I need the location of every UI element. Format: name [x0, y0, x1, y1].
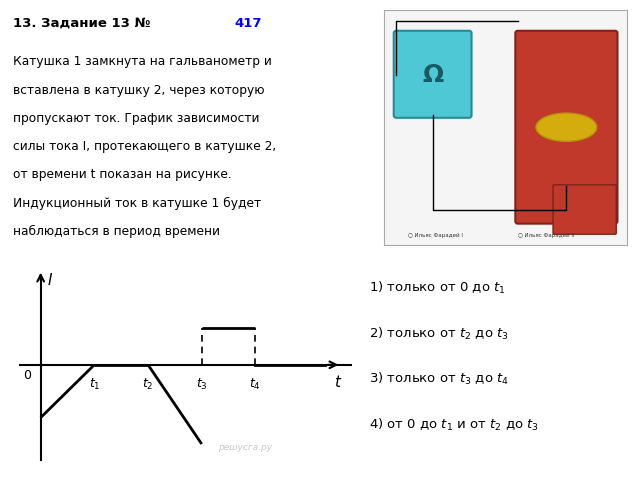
Text: Катушка 1 замкнута на гальванометр и: Катушка 1 замкнута на гальванометр и [13, 55, 271, 68]
Text: $t_4$: $t_4$ [250, 376, 261, 392]
Text: от времени t показан на рисунке.: от времени t показан на рисунке. [13, 168, 232, 181]
Text: 4) от 0 до $t_1$ и от $t_2$ до $t_3$: 4) от 0 до $t_1$ и от $t_2$ до $t_3$ [369, 417, 539, 432]
Text: решусга.ру: решусга.ру [218, 443, 272, 452]
Text: $I$: $I$ [47, 272, 53, 288]
Text: 13. Задание 13 №: 13. Задание 13 № [13, 17, 155, 30]
Text: силы тока I, протекающего в катушке 2,: силы тока I, протекающего в катушке 2, [13, 140, 276, 153]
FancyBboxPatch shape [553, 185, 616, 234]
Ellipse shape [536, 113, 597, 141]
Text: наблюдаться в период времени: наблюдаться в период времени [13, 225, 220, 238]
Text: ○ Ильяс Фарадей I: ○ Ильяс Фарадей I [408, 233, 463, 238]
Text: Ω: Ω [422, 63, 444, 87]
Text: пропускают ток. График зависимости: пропускают ток. График зависимости [13, 112, 259, 125]
Text: 3) только от $t_3$ до $t_4$: 3) только от $t_3$ до $t_4$ [369, 371, 509, 387]
Text: 417: 417 [235, 17, 262, 30]
Text: 2) только от $t_2$ до $t_3$: 2) только от $t_2$ до $t_3$ [369, 326, 509, 342]
Text: $t_2$: $t_2$ [142, 376, 154, 392]
Text: 1) только от 0 до $t_1$: 1) только от 0 до $t_1$ [369, 280, 506, 297]
Text: $t_3$: $t_3$ [196, 376, 207, 392]
FancyBboxPatch shape [515, 31, 618, 224]
Text: $t_1$: $t_1$ [88, 376, 100, 392]
Text: 0: 0 [23, 369, 31, 382]
Text: вставлена в катушку 2, через которую: вставлена в катушку 2, через которую [13, 84, 264, 96]
Text: Индукционный ток в катушке 1 будет: Индукционный ток в катушке 1 будет [13, 197, 261, 210]
Text: ○ Ильяс Фарадей II: ○ Ильяс Фарадей II [518, 233, 574, 238]
Text: $t$: $t$ [334, 374, 343, 390]
FancyBboxPatch shape [394, 31, 472, 118]
